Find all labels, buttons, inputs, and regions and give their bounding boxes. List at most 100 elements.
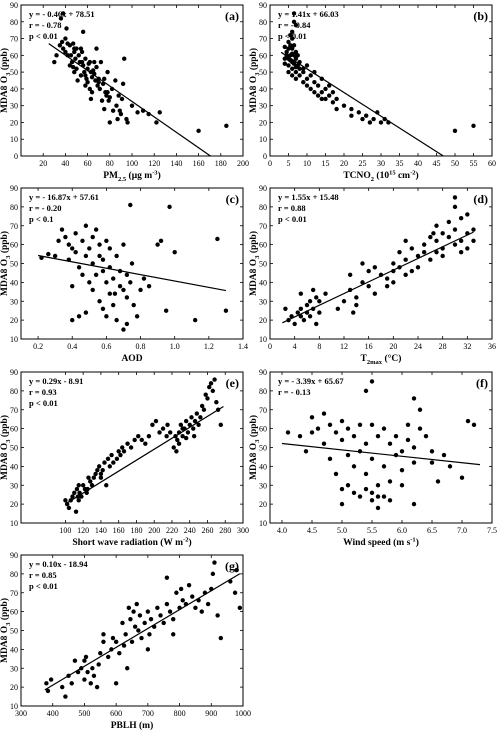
y-tick-label: 0	[263, 152, 267, 161]
data-point	[67, 43, 73, 48]
data-point	[415, 265, 421, 270]
x-tick-label: 180	[130, 526, 142, 535]
y-tick-label: 0	[14, 152, 18, 161]
data-point	[288, 33, 293, 38]
data-point	[371, 116, 376, 122]
data-point	[85, 66, 90, 71]
data-point	[142, 620, 147, 626]
data-point	[80, 238, 85, 244]
data-point	[97, 253, 102, 259]
data-point	[140, 108, 146, 113]
data-point	[471, 227, 476, 232]
regression-line	[281, 442, 481, 466]
data-point	[66, 257, 72, 262]
data-point	[351, 464, 357, 469]
data-point	[212, 560, 217, 565]
regression-line	[37, 254, 227, 292]
data-point	[347, 272, 353, 278]
data-point	[87, 246, 92, 251]
x-tick-label: 1.2	[204, 342, 214, 351]
data-point	[139, 437, 144, 443]
data-point	[173, 433, 178, 439]
data-point	[114, 103, 119, 108]
data-point	[351, 310, 356, 315]
data-point	[171, 445, 176, 450]
data-point	[366, 268, 371, 274]
y-tick-label: 50	[259, 260, 267, 269]
data-point	[375, 110, 380, 115]
chart-panel-c: 0.2 0.4 0.6 0.8 1.0 1.2 1.4 10 20 30 40 50 60 70 80 90 y…	[0, 184, 248, 364]
y-tick-label: 20	[259, 316, 267, 325]
data-point	[110, 108, 116, 113]
data-point	[161, 620, 166, 626]
data-point	[341, 299, 347, 304]
y-tick-label: 70	[10, 222, 18, 231]
y-axis-label: MDA8 O3 (ppb)	[0, 415, 12, 480]
data-point	[79, 59, 85, 65]
data-point	[315, 426, 321, 431]
x-tick-label: 35	[396, 159, 404, 168]
data-point	[96, 76, 101, 82]
data-point	[429, 449, 435, 454]
x-tick-label: 280	[219, 526, 231, 535]
stats-line: y = 1.55x + 15.48	[278, 192, 339, 202]
data-point	[319, 90, 324, 95]
stats-line: y = - 3.39x + 65.67	[278, 376, 344, 386]
chart-panel-g: 300 400 500 600 700 800 900 1000 10 20 30 40 50 60 70 8…	[0, 551, 251, 731]
data-point	[145, 647, 151, 652]
data-point	[87, 86, 93, 92]
data-point	[98, 59, 104, 65]
data-point	[349, 113, 354, 118]
data-point	[292, 321, 297, 327]
y-axis-label: MDA8 O3 (ppb)	[248, 48, 261, 113]
data-point	[123, 632, 128, 637]
data-point	[369, 498, 375, 503]
data-point	[80, 483, 86, 488]
data-point	[381, 464, 387, 469]
x-tick-label: 4.5	[307, 526, 317, 535]
data-point	[387, 498, 393, 503]
x-tick-label: 32	[463, 342, 471, 351]
data-point	[187, 422, 192, 428]
data-point	[164, 601, 170, 607]
data-point	[202, 590, 208, 595]
data-point	[304, 302, 310, 308]
stats-line: p < 0.01	[29, 581, 58, 591]
data-point	[286, 317, 291, 323]
data-point	[118, 452, 123, 458]
x-tick-label: 20	[39, 159, 47, 168]
data-point	[291, 19, 297, 24]
data-point	[129, 261, 135, 266]
data-point	[79, 49, 85, 55]
data-point	[465, 212, 470, 217]
data-point	[293, 49, 299, 55]
data-point	[85, 669, 90, 675]
data-point	[403, 238, 408, 244]
data-point	[357, 494, 363, 499]
data-point	[334, 106, 339, 112]
data-point	[203, 392, 208, 397]
data-point	[405, 437, 411, 443]
data-point	[141, 276, 147, 281]
x-tick-label: 6.5	[427, 526, 437, 535]
data-point	[83, 56, 88, 61]
data-point	[286, 63, 291, 68]
data-point	[290, 36, 295, 41]
data-point	[363, 441, 369, 446]
data-point	[323, 86, 328, 92]
data-point	[75, 78, 80, 83]
data-point	[180, 433, 185, 439]
data-point	[372, 291, 378, 296]
data-point	[378, 272, 384, 278]
data-point	[196, 422, 201, 428]
data-point	[117, 108, 122, 113]
data-point	[381, 426, 387, 431]
data-point	[128, 280, 133, 285]
stats-line: r = 0.85	[29, 570, 57, 580]
data-point	[111, 276, 116, 281]
data-point	[321, 411, 327, 416]
data-point	[150, 422, 155, 428]
data-point	[106, 654, 111, 660]
data-point	[88, 96, 94, 102]
y-tick-label: 80	[259, 18, 267, 27]
